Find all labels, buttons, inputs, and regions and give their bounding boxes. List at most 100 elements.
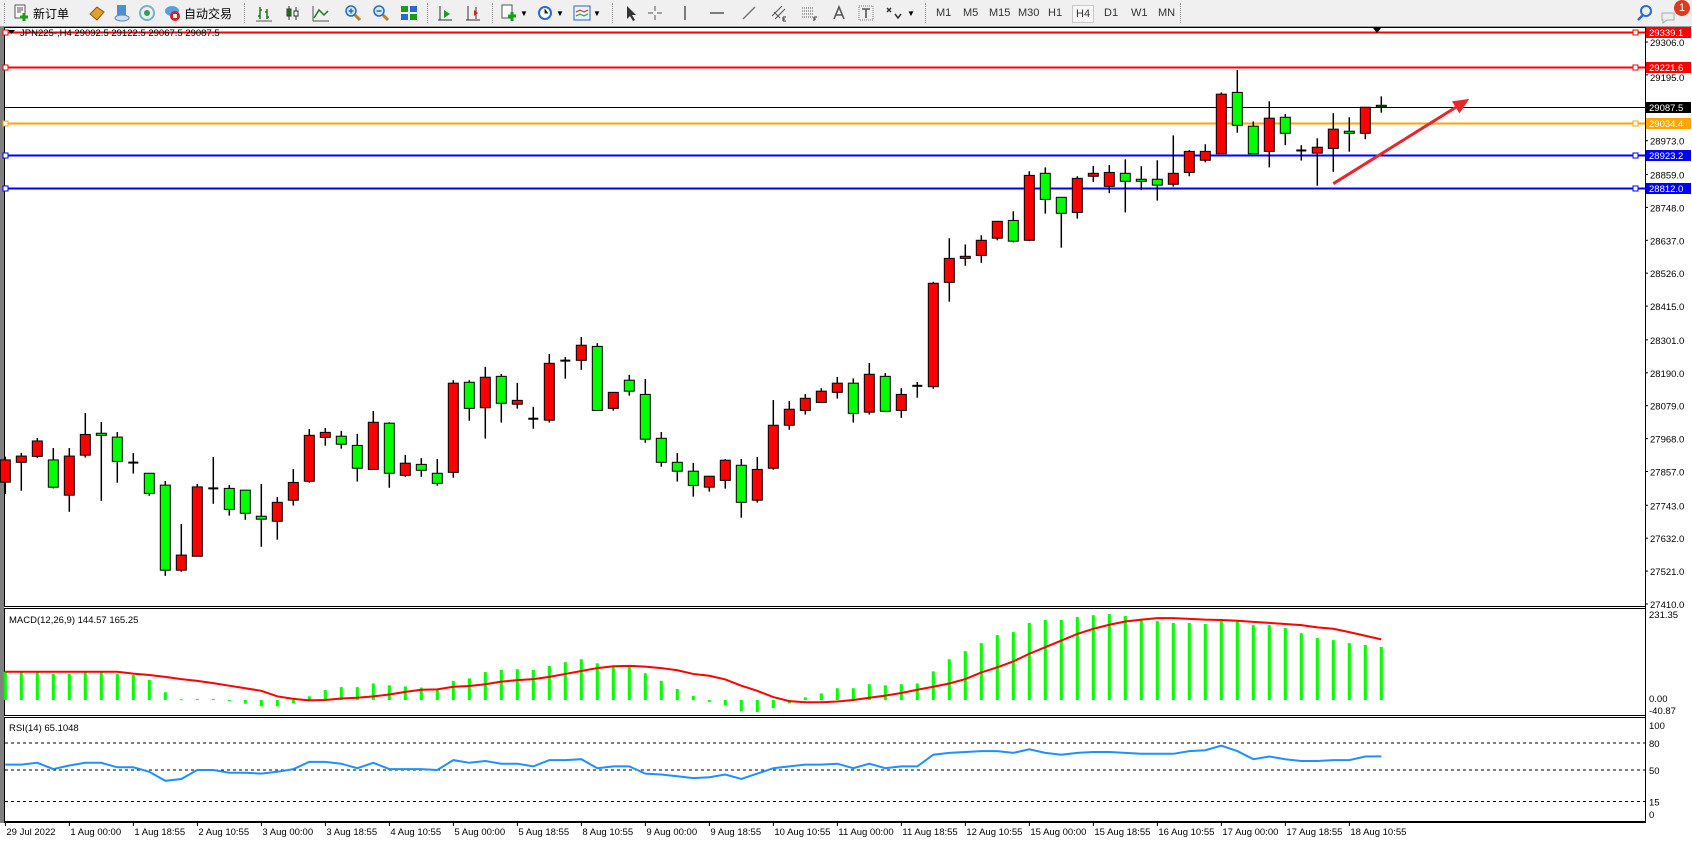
candle-body — [687, 470, 699, 486]
chart-shift-marker-icon[interactable] — [1373, 28, 1381, 33]
macd-histogram-bar — [323, 690, 327, 700]
candlestick-icon — [283, 4, 301, 22]
macd-histogram-bar — [595, 663, 599, 700]
macd-histogram-bar — [563, 662, 567, 700]
trendline-button[interactable] — [740, 3, 758, 23]
auto-scroll-button[interactable] — [464, 3, 482, 23]
macd-histogram-bar — [1267, 625, 1271, 700]
candle — [319, 427, 331, 446]
line-anchor-handle[interactable] — [1632, 185, 1639, 192]
candlestick-button[interactable] — [283, 3, 301, 23]
arrows-button[interactable] — [884, 3, 902, 23]
candle — [1231, 70, 1243, 133]
text-button[interactable] — [830, 3, 848, 23]
chart-window[interactable]: 29306.0 29195.0 28973.0 28859.0 28748.0 28637… — [0, 27, 1692, 845]
left-border — [0, 27, 4, 845]
crosshair-button[interactable] — [646, 3, 664, 23]
price-label: 29087.5 — [1649, 103, 1683, 114]
line-anchor-handle[interactable] — [2, 64, 9, 71]
fibonacci-button[interactable] — [800, 3, 818, 23]
arrows-dropdown[interactable]: ▼ — [907, 3, 915, 23]
line-anchor-handle[interactable] — [2, 185, 9, 192]
signals-button[interactable] — [138, 3, 156, 23]
macd-histogram-bar — [579, 659, 583, 700]
notifications-button[interactable]: 1 — [1660, 0, 1690, 26]
line-anchor-handle[interactable] — [2, 29, 9, 36]
horizontal-line-button[interactable] — [708, 3, 726, 23]
trendline-icon — [740, 4, 758, 22]
candle — [1359, 106, 1371, 140]
timeframe-label: H4 — [1076, 8, 1091, 20]
candle — [447, 380, 459, 478]
candle-body — [415, 463, 427, 471]
new-order-button[interactable]: 新订单 — [12, 3, 69, 23]
line-anchor-handle[interactable] — [1632, 120, 1639, 127]
periods-button[interactable]: ▼ — [536, 3, 564, 23]
candle-body — [927, 282, 939, 388]
auto-trading-button[interactable]: 自动交易 — [163, 3, 232, 23]
macd-histogram-bar — [915, 683, 919, 700]
candle-body — [239, 489, 251, 514]
candle — [831, 376, 843, 399]
candle-body — [719, 459, 731, 481]
search-button[interactable] — [1636, 3, 1654, 23]
chart-shift-button[interactable] — [436, 3, 454, 23]
macd-histogram-bar — [131, 675, 135, 700]
candle-body — [1343, 130, 1355, 134]
timeframe-m1[interactable]: M1 — [933, 5, 954, 21]
cursor-button[interactable] — [622, 3, 640, 23]
candle — [1247, 121, 1259, 155]
market-watch-icon — [88, 4, 106, 22]
macd-histogram-bar — [243, 700, 247, 704]
candle-body — [1183, 150, 1195, 173]
macd-histogram-bar — [835, 688, 839, 700]
market-watch-button[interactable] — [88, 3, 106, 23]
toolbar-separator — [244, 3, 247, 23]
candle — [719, 459, 731, 489]
line-anchor-handle[interactable] — [1632, 29, 1639, 36]
text-icon — [830, 4, 848, 22]
candle — [175, 523, 187, 572]
candle-body — [655, 437, 667, 463]
timeframe-m5[interactable]: M5 — [960, 5, 981, 21]
new-chart-button[interactable]: ▼ — [500, 3, 528, 23]
line-anchor-handle[interactable] — [2, 152, 9, 159]
tile-windows-icon — [400, 4, 418, 22]
line-anchor-handle[interactable] — [1632, 152, 1639, 159]
vertical-line-button[interactable] — [676, 3, 694, 23]
timeframe-h1[interactable]: H1 — [1045, 5, 1065, 21]
macd-histogram-bar — [707, 700, 711, 702]
timeframe-m30[interactable]: M30 — [1015, 5, 1042, 21]
toolbar: 新订单 自动交易 ▼ ▼ ▼ ▼ M1 M5 M15 M30 H1 H4 D1 W1 MN 1 — [0, 0, 1692, 27]
line-anchor-handle[interactable] — [2, 120, 9, 127]
candle-body — [1199, 150, 1211, 161]
candle — [1215, 92, 1227, 155]
tile-windows-button[interactable] — [400, 3, 418, 23]
timeframe-mn[interactable]: MN — [1155, 5, 1178, 21]
macd-histogram-bar — [179, 699, 183, 701]
indicators-icon — [573, 4, 591, 22]
line-anchor-handle[interactable] — [1632, 64, 1639, 71]
timeframe-m15[interactable]: M15 — [986, 5, 1013, 21]
timeframe-w1[interactable]: W1 — [1128, 5, 1151, 21]
price-tick-label: 27410.0 — [1650, 600, 1684, 611]
bar-chart-button[interactable] — [255, 3, 273, 23]
candle — [271, 496, 283, 540]
zoom-in-button[interactable] — [344, 3, 362, 23]
indicators-button[interactable]: ▼ — [573, 3, 601, 23]
chevron-down-icon: ▼ — [556, 8, 564, 18]
timeframe-d1[interactable]: D1 — [1101, 5, 1121, 21]
timeframe-h4[interactable]: H4 — [1072, 5, 1095, 23]
candle-body — [815, 390, 827, 403]
candle-body — [735, 464, 747, 503]
text-label-button[interactable] — [857, 3, 875, 23]
macd-histogram-bar — [483, 672, 487, 700]
macd-histogram-bar — [515, 669, 519, 700]
line-chart-button[interactable] — [312, 3, 330, 23]
channel-button[interactable] — [770, 3, 788, 23]
time-tick-label: 5 Aug 00:00 — [454, 827, 505, 838]
macd-histogram-bar — [163, 692, 167, 700]
zoom-out-button[interactable] — [372, 3, 390, 23]
navigator-button[interactable] — [113, 3, 131, 23]
arrow-head-icon — [1452, 98, 1470, 114]
